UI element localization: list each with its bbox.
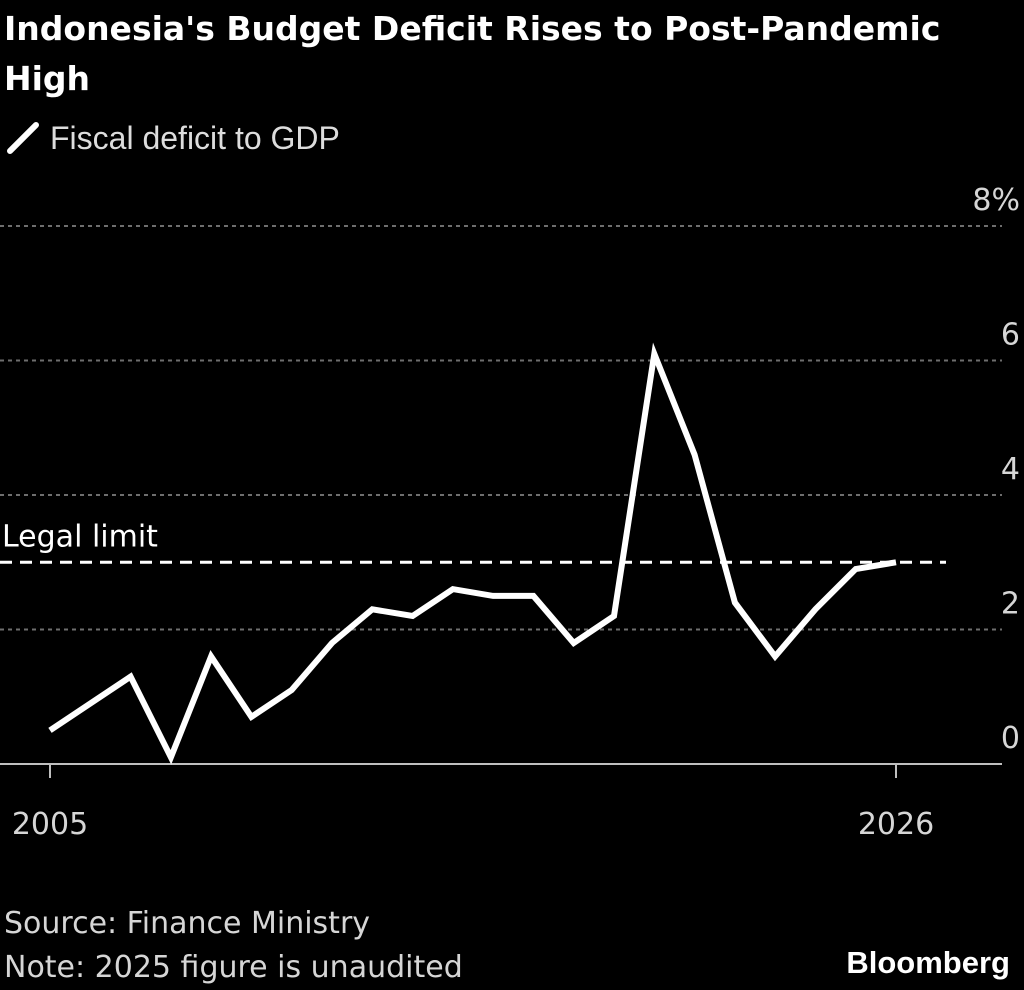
- footnote: Note: 2025 figure is unaudited: [4, 950, 463, 985]
- chart-title: Indonesia's Budget Deficit Rises to Post…: [4, 9, 941, 98]
- data-points: [47, 351, 899, 761]
- data-point-2016: [490, 593, 496, 599]
- y-tick-label-4: 4: [1001, 452, 1020, 487]
- data-point-2024: [812, 606, 818, 612]
- x-tick-label-2005: 2005: [12, 807, 88, 842]
- data-point-2017: [530, 593, 536, 599]
- legend: Fiscal deficit to GDP: [6, 118, 340, 158]
- y-tick-label-6: 6: [1001, 318, 1020, 353]
- line-chart: 0 2 4 6 8% 2005 2026 Legal limit: [0, 183, 1020, 842]
- data-point-2010: [248, 714, 254, 720]
- data-point-2021: [692, 452, 698, 458]
- data-point-2009: [208, 653, 214, 659]
- data-point-2015: [450, 586, 456, 592]
- data-point-2008: [168, 754, 174, 760]
- data-point-2011: [289, 687, 295, 693]
- line-series-icon: [7, 122, 39, 154]
- data-point-2014: [410, 613, 416, 619]
- data-point-2007: [128, 674, 134, 680]
- source-note: Source: Finance Ministry: [4, 906, 371, 941]
- data-point-2018: [571, 640, 577, 646]
- data-point-2020: [651, 351, 657, 357]
- y-tick-label-0: 0: [1001, 721, 1020, 756]
- y-tick-label-2: 2: [1001, 587, 1020, 622]
- data-point-2023: [772, 653, 778, 659]
- data-point-2022: [732, 600, 738, 606]
- data-point-2025: [853, 566, 859, 572]
- y-tick-label-8: 8%: [972, 183, 1020, 218]
- x-tick-label-2026: 2026: [858, 807, 934, 842]
- legal-limit-label: Legal limit: [2, 519, 158, 554]
- data-point-2019: [611, 613, 617, 619]
- reference-line-group: Legal limit: [0, 519, 946, 564]
- data-point-2005: [47, 727, 53, 733]
- series-line-fiscal-deficit: [48, 342, 897, 765]
- data-point-2013: [369, 606, 375, 612]
- legend-label: Fiscal deficit to GDP: [50, 119, 340, 156]
- gridlines: [0, 225, 1002, 631]
- bloomberg-logo: Bloomberg: [846, 945, 1010, 980]
- data-point-2026: [893, 559, 899, 565]
- data-point-2012: [329, 640, 335, 646]
- y-tick-labels: 0 2 4 6 8%: [972, 183, 1020, 756]
- x-ticks: 2005 2026: [12, 764, 934, 842]
- data-point-2006: [87, 700, 93, 706]
